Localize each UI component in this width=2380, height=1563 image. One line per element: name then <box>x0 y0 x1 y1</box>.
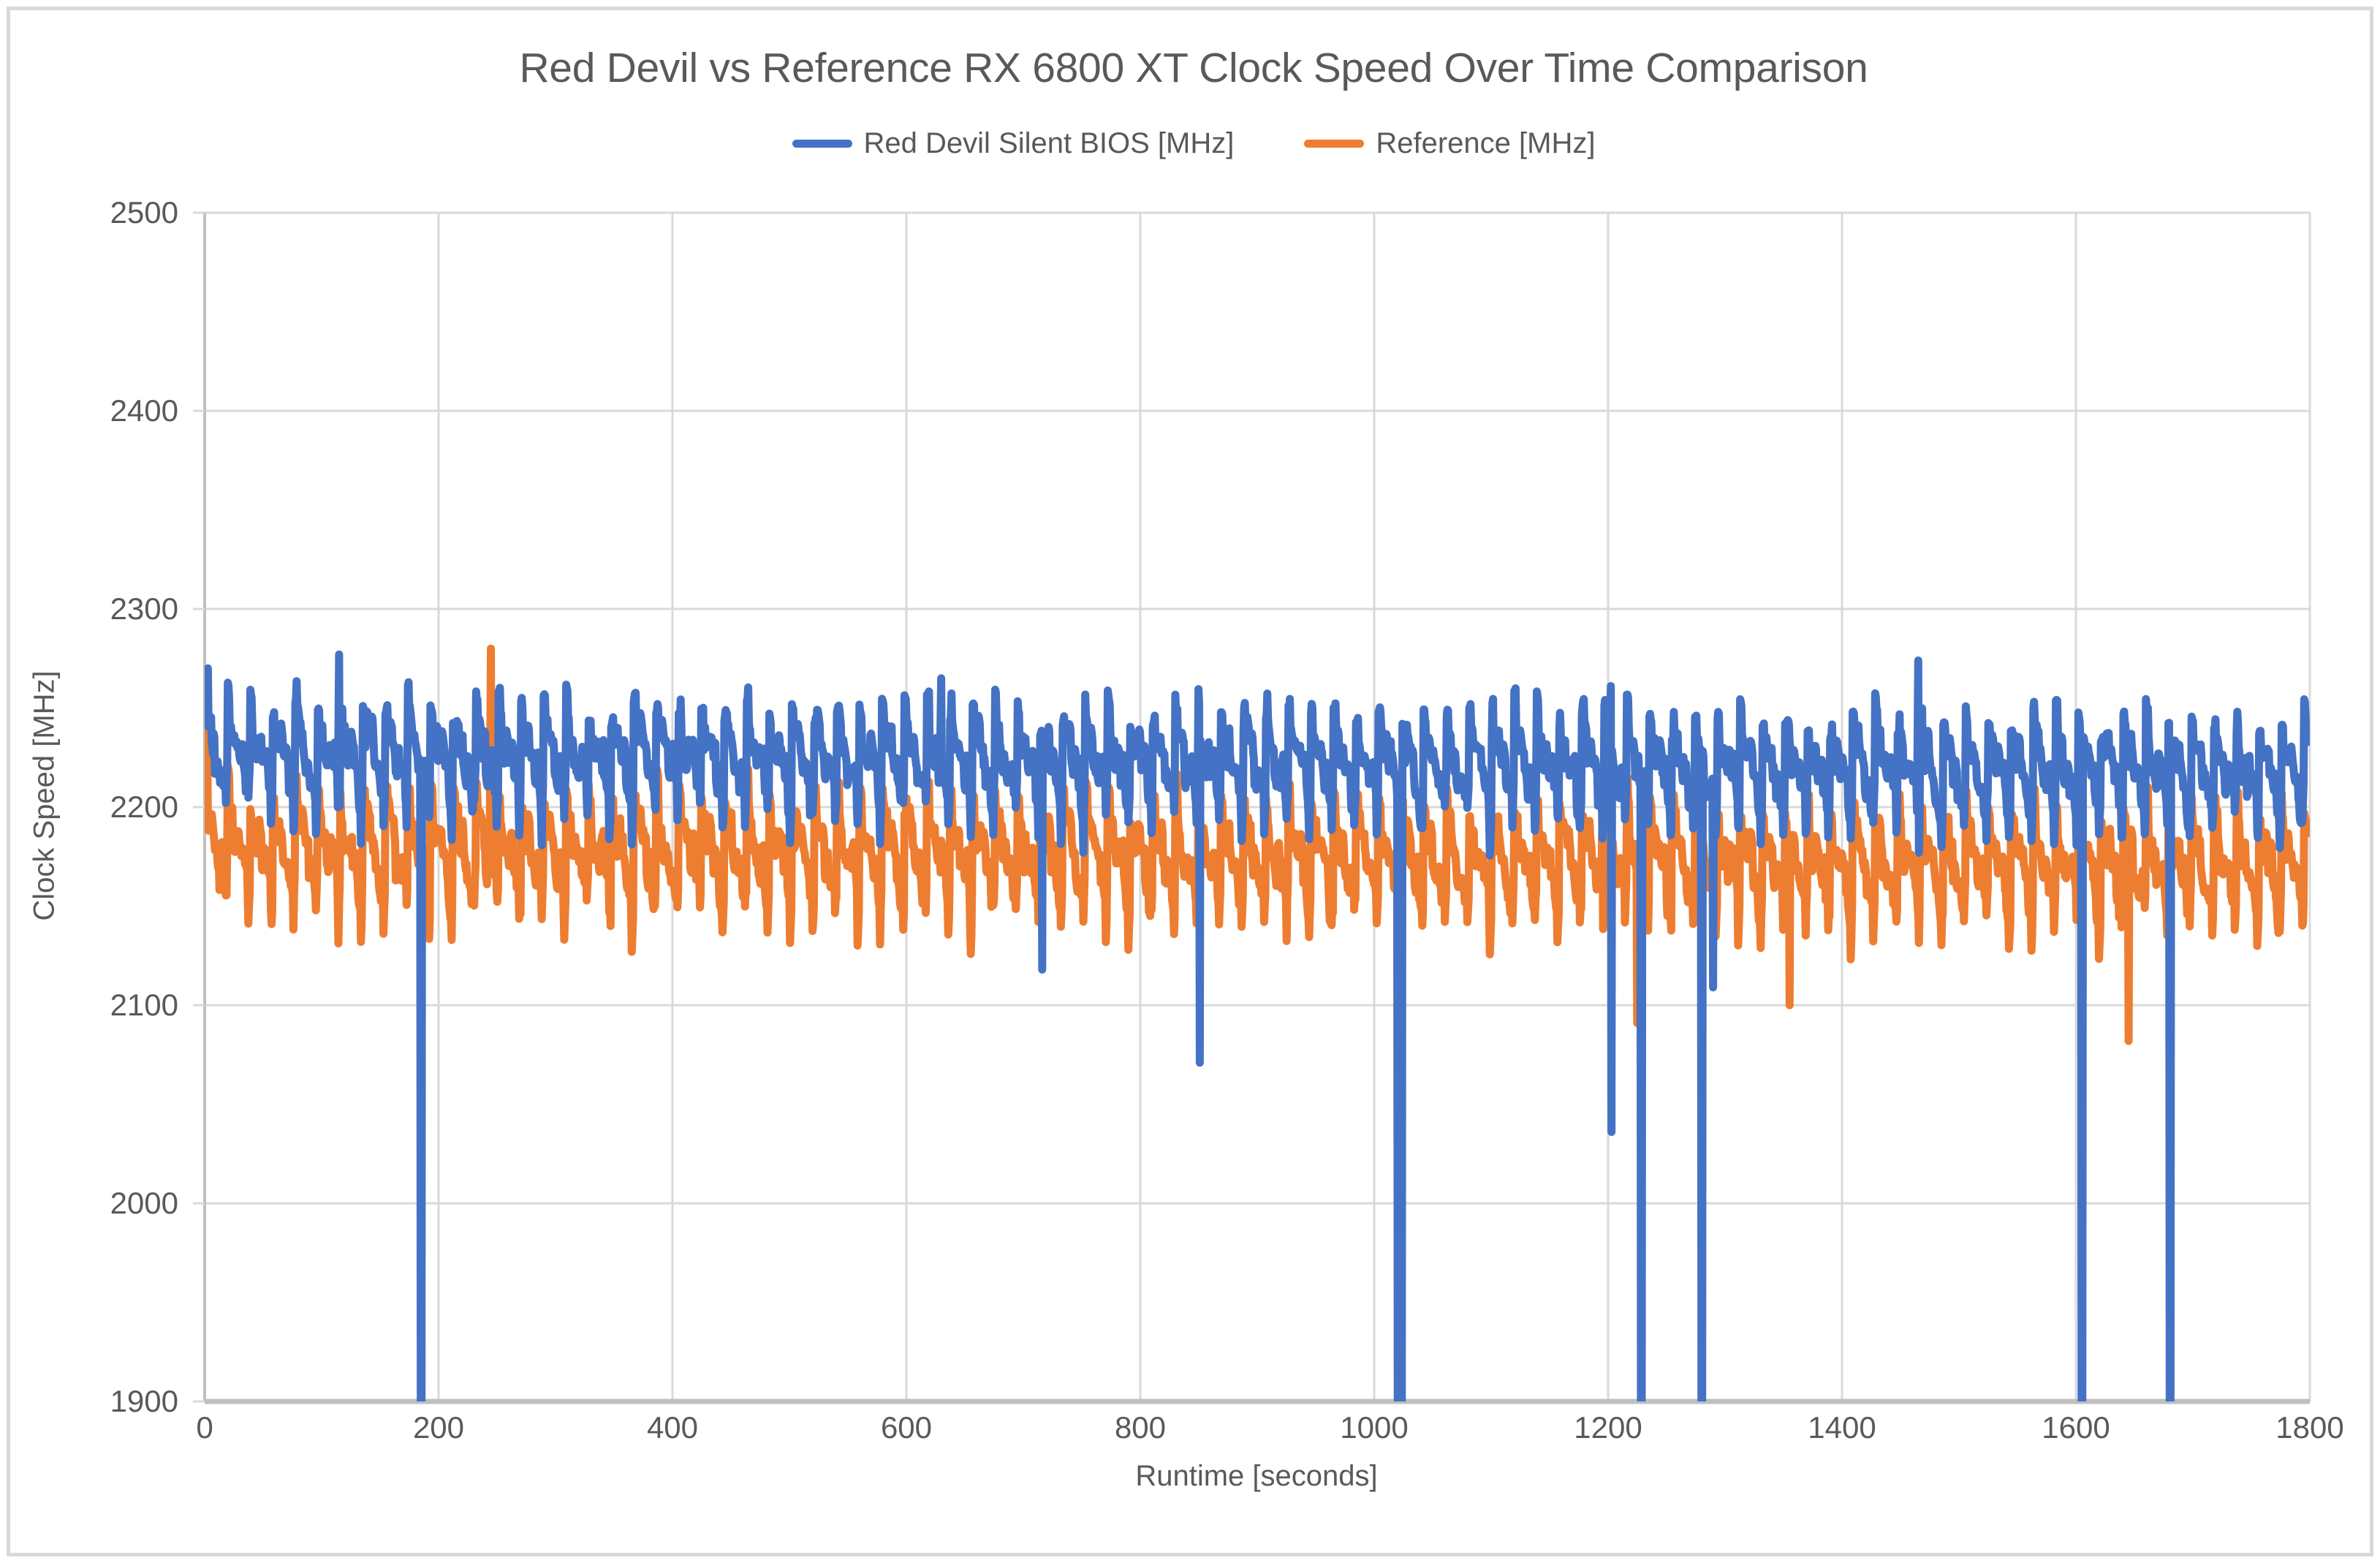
x-axis-title: Runtime [seconds] <box>1135 1460 1378 1492</box>
series-line-red-devil <box>205 650 2310 1401</box>
x-tick-0: 0 <box>196 1410 213 1445</box>
x-tick-1400: 1400 <box>1808 1410 1876 1445</box>
x-tick-1800: 1800 <box>2275 1410 2344 1445</box>
x-tick-1600: 1600 <box>2042 1410 2110 1445</box>
line-swatch-blue-icon <box>792 140 852 148</box>
x-tick-200: 200 <box>412 1410 465 1445</box>
plot-svg <box>193 211 2311 1404</box>
x-tick-1200: 1200 <box>1574 1410 1642 1445</box>
chart-frame: Red Devil vs Reference RX 6800 XT Clock … <box>7 7 2373 1556</box>
y-tick-2100: 2100 <box>110 988 178 1022</box>
y-tick-2500: 2500 <box>110 195 178 230</box>
legend-item-red-devil[interactable]: Red Devil Silent BIOS [MHz] <box>792 127 1235 160</box>
gridlines <box>205 211 2311 1401</box>
plot-wrapper: Clock Speed [MHz] Runtime [seconds] 2500… <box>10 10 2377 1560</box>
y-tick-2000: 2000 <box>110 1186 178 1220</box>
y-tick-2200: 2200 <box>110 790 178 824</box>
line-swatch-orange-icon <box>1304 140 1365 148</box>
y-tick-1900: 1900 <box>110 1384 178 1418</box>
legend-label-reference: Reference [MHz] <box>1376 127 1596 159</box>
y-tick-2300: 2300 <box>110 591 178 626</box>
chart-legend: Red Devil Silent BIOS [MHz] Reference [M… <box>10 127 2377 160</box>
x-tick-800: 800 <box>1114 1410 1167 1445</box>
series-line-reference <box>205 644 2310 1401</box>
x-tick-600: 600 <box>880 1410 933 1445</box>
y-axis-tick-labels: 2500 2400 2300 2200 2100 2000 1900 <box>39 10 178 1560</box>
legend-item-reference[interactable]: Reference [MHz] <box>1304 127 1595 160</box>
chart-title: Red Devil vs Reference RX 6800 XT Clock … <box>519 45 1868 91</box>
x-tick-1000: 1000 <box>1340 1410 1409 1445</box>
x-tick-400: 400 <box>646 1410 699 1445</box>
legend-label-red-devil: Red Devil Silent BIOS [MHz] <box>863 127 1235 159</box>
y-tick-2400: 2400 <box>110 393 178 428</box>
